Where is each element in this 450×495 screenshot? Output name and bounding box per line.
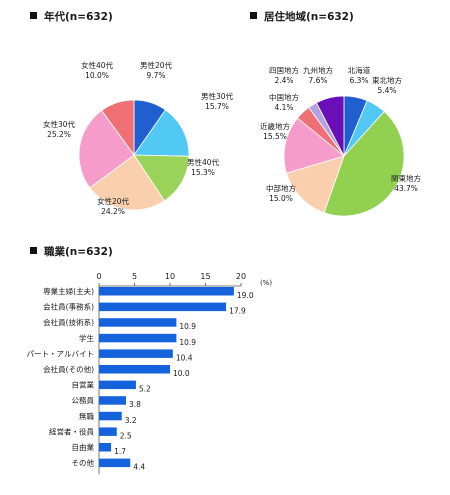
bar-8 bbox=[99, 411, 122, 421]
bar-category-label-7: 公務員 bbox=[72, 395, 95, 405]
age-pie-slice-value-0: 9.7% bbox=[146, 71, 165, 80]
bar-category-label-8: 無職 bbox=[79, 411, 94, 421]
bar-value-label-2: 10.9 bbox=[179, 322, 196, 331]
region-pie-slice-label-1: 東北地方 bbox=[372, 75, 402, 85]
bar-5 bbox=[99, 365, 170, 374]
axis-unit-label: (%) bbox=[260, 279, 272, 287]
region-pie-slice-7 bbox=[315, 95, 345, 157]
region-pie-slice-label-2: 関東地方 bbox=[391, 173, 421, 183]
region-pie-slice-value-7: 7.6% bbox=[308, 76, 327, 85]
bar-value-label-5: 10.0 bbox=[173, 369, 190, 378]
region-pie-slice-label-4: 近畿地方 bbox=[260, 121, 290, 131]
age-pie-slice-label-0: 男性20代 bbox=[140, 60, 173, 70]
age-pie-slice-2 bbox=[133, 154, 190, 202]
bar-4 bbox=[99, 349, 173, 358]
region-pie-slice-value-0: 6.3% bbox=[349, 76, 368, 85]
bar-value-label-9: 2.5 bbox=[120, 431, 132, 440]
bar-category-label-6: 自営業 bbox=[72, 380, 95, 390]
bar-category-label-0: 専業主婦(主夫) bbox=[43, 286, 94, 296]
bar-value-label-4: 10.4 bbox=[176, 353, 193, 362]
bar-6 bbox=[99, 380, 136, 390]
square-bullet-icon bbox=[30, 247, 37, 254]
region-pie-slice-value-1: 5.4% bbox=[377, 86, 396, 95]
region-pie-slice-label-0: 北海道 bbox=[348, 65, 371, 75]
region-pie-slice-value-6: 2.4% bbox=[274, 76, 293, 85]
bar-3 bbox=[99, 333, 177, 343]
age-pie-slice-value-4: 25.2% bbox=[47, 130, 71, 139]
age-pie-slice-3 bbox=[89, 154, 166, 211]
bar-value-label-3: 10.9 bbox=[179, 338, 196, 347]
bar-category-label-5: 会社員(その他) bbox=[43, 364, 94, 374]
square-bullet-icon bbox=[30, 12, 37, 19]
region-pie-slice-value-5: 4.1% bbox=[274, 103, 293, 112]
age-section-title-text: 年代(n=632) bbox=[44, 11, 113, 23]
region-section-title-text: 居住地域(n=632) bbox=[264, 11, 354, 23]
job-section-title: 職業(n=632) bbox=[30, 244, 113, 259]
bar-9 bbox=[99, 427, 117, 436]
x-tick-label-4: 20 bbox=[236, 272, 246, 281]
square-bullet-icon bbox=[250, 12, 257, 19]
age-pie-slice-value-3: 24.2% bbox=[101, 207, 125, 216]
region-pie-slice-label-3: 中部地方 bbox=[266, 183, 296, 193]
region-pie-slice-label-5: 中国地方 bbox=[269, 92, 299, 102]
age-pie-slice-value-5: 10.0% bbox=[85, 71, 109, 80]
bar-category-label-10: 自由業 bbox=[72, 442, 95, 452]
bar-category-label-9: 経営者・役員 bbox=[49, 426, 94, 436]
region-pie-slice-3 bbox=[285, 155, 345, 214]
bar-category-label-1: 会社員(事務系) bbox=[43, 302, 94, 312]
bar-value-label-7: 3.8 bbox=[129, 400, 141, 409]
x-tick-label-0: 0 bbox=[96, 272, 101, 281]
region-pie-slice-label-7: 九州地方 bbox=[303, 65, 333, 75]
region-pie-slice-value-4: 15.5% bbox=[263, 132, 287, 141]
x-tick-label-3: 15 bbox=[200, 272, 210, 281]
region-pie-slice-2 bbox=[323, 110, 405, 217]
bar-value-label-8: 3.2 bbox=[125, 416, 137, 425]
job-section-title-text: 職業(n=632) bbox=[44, 246, 113, 258]
x-tick-label-2: 10 bbox=[165, 272, 175, 281]
bar-value-label-11: 4.4 bbox=[133, 463, 145, 472]
bar-7 bbox=[99, 396, 126, 405]
age-pie-slice-4 bbox=[78, 109, 135, 189]
age-pie-slice-label-1: 男性30代 bbox=[201, 91, 234, 101]
bar-category-label-4: パート・アルバイト bbox=[27, 349, 94, 358]
region-pie-slice-4 bbox=[283, 117, 345, 174]
bar-value-label-6: 5.2 bbox=[139, 385, 151, 394]
bar-value-label-1: 17.9 bbox=[229, 307, 246, 316]
age-pie-slice-5 bbox=[101, 99, 135, 157]
age-pie-slice-label-5: 女性40代 bbox=[81, 60, 114, 70]
region-section-title: 居住地域(n=632) bbox=[250, 9, 354, 24]
bar-1 bbox=[99, 302, 227, 312]
age-pie-slice-1 bbox=[133, 109, 190, 157]
age-pie-slice-value-2: 15.3% bbox=[191, 168, 215, 177]
bar-category-label-3: 学生 bbox=[79, 333, 94, 343]
age-pie-slice-value-1: 15.7% bbox=[205, 102, 229, 111]
bar-0 bbox=[99, 287, 234, 296]
age-pie-slice-label-4: 女性30代 bbox=[43, 119, 76, 129]
region-pie-slice-value-2: 43.7% bbox=[394, 184, 418, 193]
bar-10 bbox=[99, 443, 112, 452]
bar-2 bbox=[99, 318, 177, 327]
region-pie-slice-label-6: 四国地方 bbox=[269, 65, 299, 75]
x-tick-label-1: 5 bbox=[132, 272, 137, 281]
bar-value-label-0: 19.0 bbox=[237, 291, 254, 300]
bar-value-label-10: 1.7 bbox=[114, 447, 126, 456]
bar-category-label-11: その他 bbox=[72, 458, 95, 468]
age-section-title: 年代(n=632) bbox=[30, 9, 113, 24]
age-pie-slice-label-2: 男性40代 bbox=[187, 157, 220, 167]
bar-11 bbox=[99, 458, 131, 468]
bar-category-label-2: 会社員(技術系) bbox=[43, 317, 94, 327]
age-pie-slice-label-3: 女性20代 bbox=[97, 196, 130, 206]
region-pie-slice-value-3: 15.0% bbox=[269, 194, 293, 203]
